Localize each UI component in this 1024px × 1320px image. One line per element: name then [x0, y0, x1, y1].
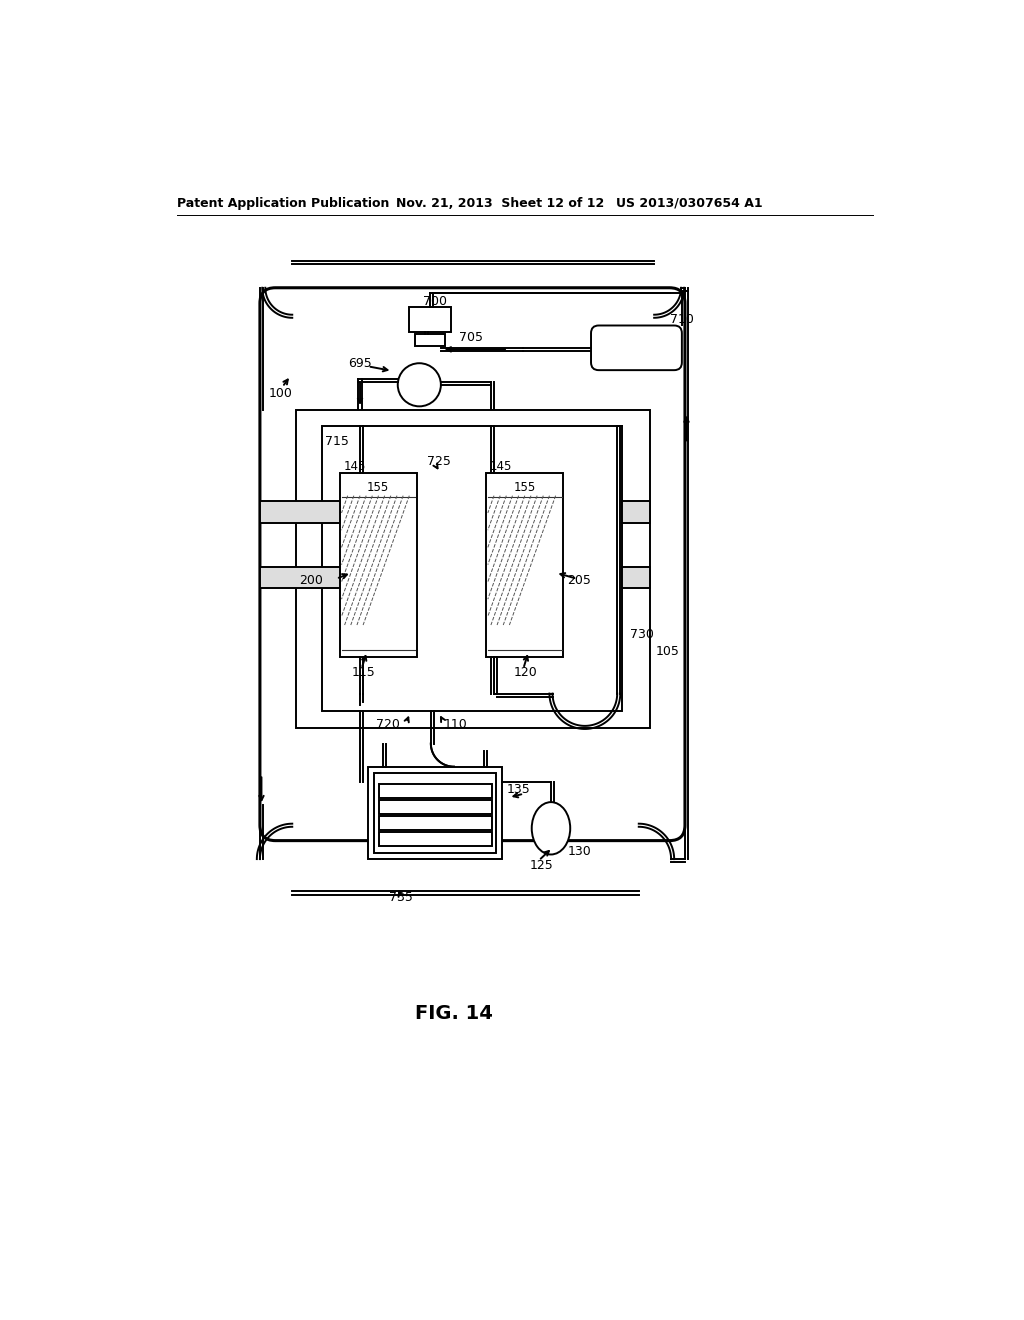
Text: 130: 130 — [568, 845, 592, 858]
Circle shape — [397, 363, 441, 407]
Text: 110: 110 — [443, 718, 467, 731]
Text: 125: 125 — [529, 859, 553, 871]
Text: 705: 705 — [459, 331, 482, 345]
Bar — [260, 566, 340, 589]
Text: 710: 710 — [670, 313, 693, 326]
Text: 135: 135 — [506, 783, 530, 796]
Bar — [296, 411, 650, 729]
Text: 720: 720 — [376, 718, 400, 731]
Text: 145: 145 — [344, 459, 367, 473]
Text: 730: 730 — [630, 628, 653, 640]
Text: FIG. 14: FIG. 14 — [415, 1003, 493, 1023]
Text: 735: 735 — [388, 891, 413, 904]
Text: 115: 115 — [351, 667, 376, 680]
Text: 695: 695 — [348, 358, 372, 371]
Bar — [416, 334, 444, 346]
Ellipse shape — [531, 803, 570, 854]
Text: 120: 120 — [513, 667, 537, 680]
Bar — [260, 502, 340, 523]
Bar — [379, 832, 492, 846]
Text: 145: 145 — [490, 459, 513, 473]
Text: US 2013/0307654 A1: US 2013/0307654 A1 — [615, 197, 762, 210]
Bar — [340, 473, 417, 657]
Bar — [486, 473, 563, 657]
Bar — [379, 816, 492, 830]
Text: Nov. 21, 2013  Sheet 12 of 12: Nov. 21, 2013 Sheet 12 of 12 — [396, 197, 604, 210]
Text: 100: 100 — [269, 387, 293, 400]
FancyBboxPatch shape — [591, 326, 682, 370]
Text: Patent Application Publication: Patent Application Publication — [177, 197, 389, 210]
FancyBboxPatch shape — [260, 288, 685, 841]
Text: 155: 155 — [513, 482, 536, 495]
Bar — [322, 426, 622, 711]
Bar — [622, 502, 650, 523]
Bar — [622, 566, 650, 589]
Bar — [368, 767, 503, 859]
Bar — [374, 774, 497, 853]
Text: 200: 200 — [299, 574, 323, 587]
Text: 105: 105 — [655, 644, 680, 657]
Text: 725: 725 — [427, 454, 451, 467]
Bar — [379, 800, 492, 813]
Text: 715: 715 — [325, 436, 348, 449]
Text: 155: 155 — [367, 482, 389, 495]
Text: 205: 205 — [567, 574, 591, 587]
Text: 700: 700 — [423, 296, 446, 308]
Bar — [379, 784, 492, 797]
Bar — [410, 308, 451, 331]
